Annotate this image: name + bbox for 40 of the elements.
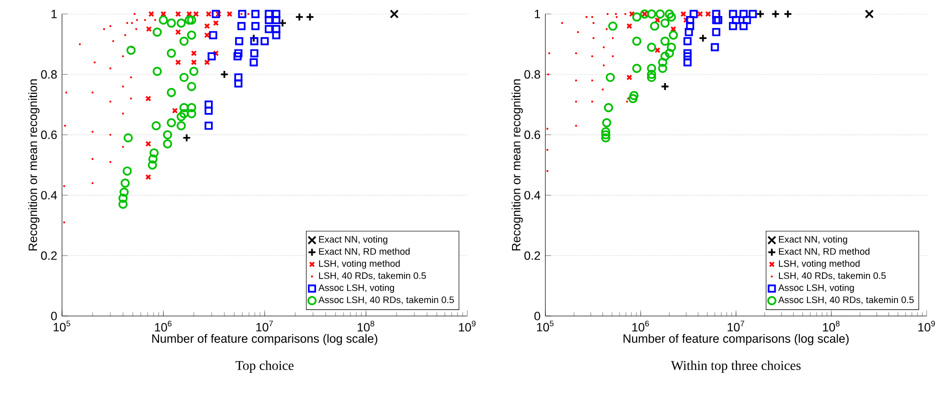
x-tick-label: 10$^{8}$ bbox=[358, 320, 374, 332]
x-tick-label: 10$^{5}$ bbox=[537, 320, 554, 332]
y-tick-label: 0.8 bbox=[524, 70, 540, 79]
x-tick-label: 10$^{7}$ bbox=[256, 320, 273, 332]
x-tick-label: 10$^{8}$ bbox=[823, 320, 840, 332]
legend-label: Exact NN, voting bbox=[778, 236, 848, 244]
y-tick-label: 0.4 bbox=[524, 190, 540, 200]
y-tick-label: 0 bbox=[534, 312, 540, 320]
legend-label: LSH, voting method bbox=[319, 260, 400, 269]
y-tick-label: 0.8 bbox=[41, 70, 57, 79]
x-axis-title: Number of feature comparisons (log scale) bbox=[624, 334, 849, 346]
legend-label: LSH, 40 RDs, takemin 0.5 bbox=[319, 272, 426, 280]
text: Top choice bbox=[236, 360, 294, 373]
y-tick-label: 1 bbox=[534, 10, 540, 18]
legend-label: LSH, voting method bbox=[778, 260, 860, 269]
y-tick-label: 0.6 bbox=[41, 130, 57, 140]
y-tick-label: 1 bbox=[52, 10, 57, 18]
y-tick-label: 0.2 bbox=[524, 251, 540, 260]
legend-label: Assoc LSH, 40 RDs, takemin 0.5 bbox=[778, 296, 914, 304]
y-tick-label: 0 bbox=[51, 312, 57, 320]
legend-label: Exact NN, RD method bbox=[778, 248, 870, 256]
legend-label: Assoc LSH, voting bbox=[318, 284, 394, 293]
y-tick-label: 0.2 bbox=[41, 251, 57, 260]
x-tick-label: 10$^{7}$ bbox=[728, 320, 744, 332]
text: Within top three choices bbox=[670, 360, 801, 373]
x-tick-label: 10$^{5}$ bbox=[54, 320, 70, 332]
legend-label: Assoc LSH, 40 RDs, takemin 0.5 bbox=[318, 296, 454, 304]
y-axis-title: Recognition or mean recognition bbox=[512, 79, 523, 250]
x-axis-title: Number of feature comparisons (log scale) bbox=[152, 334, 378, 346]
x-tick-label: 10$^{6}$ bbox=[632, 320, 649, 332]
y-tick-label: 0.4 bbox=[41, 190, 57, 200]
legend-label: Exact NN, RD method bbox=[319, 248, 410, 256]
y-tick-label: 0.6 bbox=[524, 130, 540, 140]
x-tick-label: 10$^{9}$ bbox=[459, 320, 476, 332]
legend-label: Exact NN, voting bbox=[319, 236, 388, 244]
legend-label: Assoc LSH, voting bbox=[778, 284, 854, 293]
x-tick-label: 10$^{6}$ bbox=[155, 320, 172, 332]
legend-label: LSH, 40 RDs, takemin 0.5 bbox=[778, 272, 886, 280]
x-tick-label: 10$^{9}$ bbox=[918, 320, 935, 332]
y-axis-title: Recognition or mean recognition bbox=[28, 79, 40, 250]
